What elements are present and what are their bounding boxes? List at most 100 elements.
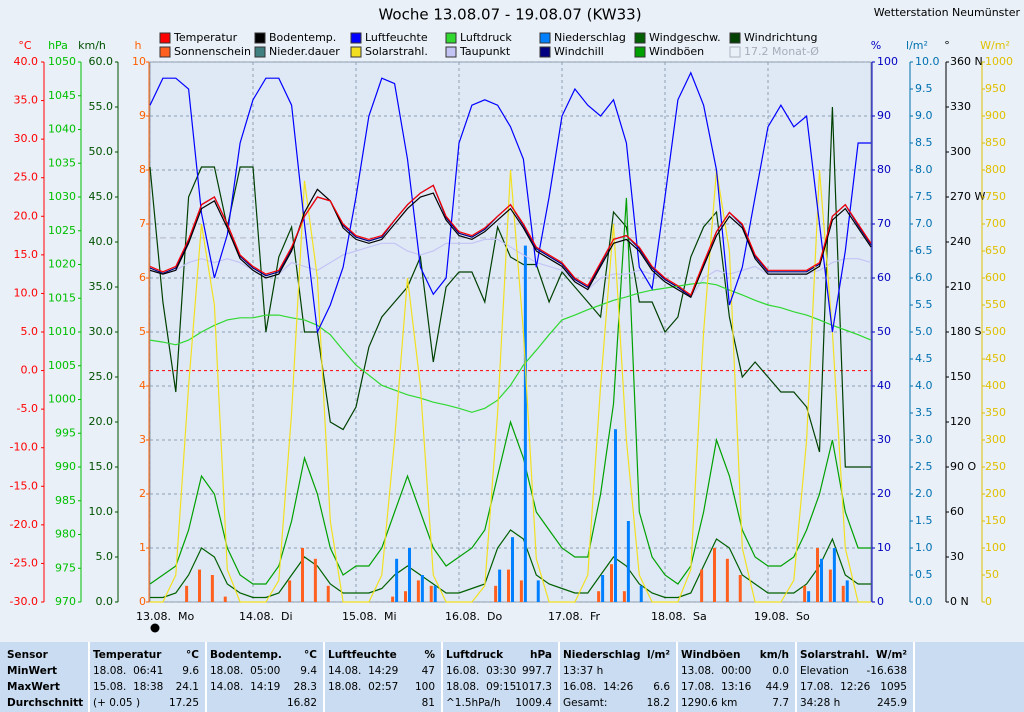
legend-swatch	[634, 46, 646, 58]
bar	[301, 548, 304, 602]
bar	[408, 548, 411, 602]
column-divider	[205, 642, 207, 712]
y-tick-label: 90	[877, 109, 891, 122]
legend-label: Solarstrahl.	[365, 45, 428, 58]
y-tick-label: 5.0	[21, 325, 39, 338]
column-divider	[558, 642, 560, 712]
column-divider	[913, 642, 915, 712]
column-divider	[323, 642, 325, 712]
y-tick-label: 70	[877, 217, 891, 230]
y-tick-label: 270 W	[950, 190, 985, 203]
series-line	[150, 529, 871, 599]
y-tick-label: 50	[985, 568, 999, 581]
y-tick-label: 40	[877, 379, 891, 392]
bar	[597, 591, 601, 602]
legend-label: 17.2 Monat-Ø	[744, 45, 819, 58]
bar	[511, 537, 514, 602]
y-tick-label: 900	[985, 109, 1006, 122]
series-line	[149, 282, 872, 413]
cell-text: 17.08. 12:26	[800, 681, 871, 693]
y-tick-label: 100	[877, 55, 898, 68]
bar	[223, 596, 227, 602]
y-tick-label: 9	[139, 109, 146, 122]
y-tick-label: 9.5	[915, 82, 933, 95]
bar	[725, 558, 729, 602]
y-tick-label: 30	[877, 433, 891, 446]
bar	[288, 580, 292, 602]
y-tick-label: 8	[139, 163, 146, 176]
y-tick-label: 55.0	[89, 100, 114, 113]
chart-title: Woche 13.08.07 - 19.08.07 (KW33)	[378, 6, 641, 24]
station-name: Wetterstation Neumünster	[874, 6, 1021, 19]
legend-swatch	[254, 32, 266, 44]
cell-value: 245.9	[876, 697, 907, 709]
y-tick-label: 300	[950, 145, 971, 158]
bar	[494, 585, 498, 602]
y-tick-label: 360 N	[950, 55, 983, 68]
cell-value: -16.638	[866, 665, 907, 677]
bar	[807, 591, 811, 602]
y-tick-label: 750	[985, 190, 1006, 203]
legend-label: Luftfeuchte	[365, 31, 428, 44]
cell-text: 16.08. 03:30	[446, 665, 517, 677]
y-tick-label: 20.0	[14, 209, 39, 222]
legend-swatch	[159, 32, 171, 44]
column-divider	[676, 642, 678, 712]
y-tick-label: 330	[950, 100, 971, 113]
axis-unit: W/m²	[980, 39, 1010, 52]
column-title: Luftfeuchte	[328, 649, 397, 661]
day-marker	[150, 623, 160, 633]
axis-unit: h	[135, 39, 142, 52]
bar	[185, 585, 189, 602]
bar	[523, 245, 527, 602]
legend-label: Luftdruck	[460, 31, 512, 44]
cell-text: 15.08. 18:38	[93, 681, 164, 693]
bar	[429, 585, 433, 602]
series-line	[149, 197, 871, 585]
bar	[713, 548, 716, 602]
y-tick-label: -30.0	[10, 595, 38, 608]
y-tick-label: 1050	[48, 55, 76, 68]
y-tick-label: 120	[950, 415, 971, 428]
y-tick-label: 15.0	[14, 248, 39, 261]
y-tick-label: 6.0	[915, 271, 933, 284]
cell-value: 16.82	[286, 697, 317, 709]
y-tick-label: 10.0	[14, 286, 39, 299]
legend-swatch	[350, 32, 362, 44]
column-unit: l/m²	[647, 649, 670, 661]
y-tick-label: 10	[877, 541, 891, 554]
legend-label: Windrichtung	[744, 31, 817, 44]
y-tick-label: 3	[139, 433, 146, 446]
cell-text: 1290.6 km	[681, 697, 738, 709]
y-tick-label: 30	[950, 550, 964, 563]
bar	[610, 564, 613, 602]
y-tick-label: 40.0	[89, 235, 114, 248]
bar	[326, 585, 330, 602]
x-tick-label: 13.08. Mo	[136, 610, 194, 623]
bar	[820, 558, 823, 602]
y-tick-label: 5.0	[915, 325, 933, 338]
y-tick-label: 200	[985, 487, 1006, 500]
y-tick-label: 970	[55, 595, 76, 608]
legend-swatch	[445, 32, 457, 44]
x-tick-label: 15.08. Mi	[342, 610, 397, 623]
legend-label: Windgeschw.	[649, 31, 721, 44]
y-tick-label: 50.0	[89, 145, 114, 158]
legend-label: Temperatur	[173, 31, 238, 44]
y-tick-label: -15.0	[10, 479, 38, 492]
bar	[313, 558, 317, 602]
bar	[416, 580, 420, 602]
axis-unit: °	[944, 39, 950, 52]
y-tick-label: 980	[55, 528, 76, 541]
y-tick-label: 45.0	[89, 190, 114, 203]
bar	[210, 575, 214, 602]
cell-text: 14.08. 14:19	[210, 681, 281, 693]
legend-swatch	[445, 46, 457, 58]
x-tick-label: 14.08. Di	[239, 610, 293, 623]
legend-swatch	[729, 46, 741, 58]
cell-text: Elevation	[800, 665, 849, 677]
bar	[803, 585, 807, 602]
cell-value: 17.25	[168, 697, 199, 709]
x-tick-label: 17.08. Fr	[548, 610, 601, 623]
cell-text: 18.08. 09:15	[446, 681, 517, 693]
